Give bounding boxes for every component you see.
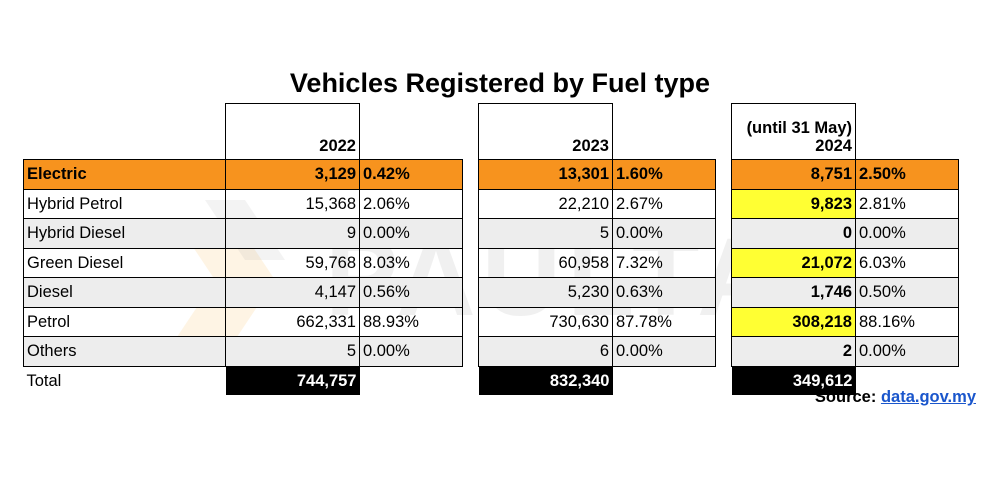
value-2024: 1,746 xyxy=(731,277,856,308)
total-label: Total xyxy=(26,371,62,390)
row-label: Green Diesel xyxy=(23,247,226,278)
value-2024: 0 xyxy=(731,218,856,249)
row-label: Others xyxy=(23,336,226,367)
percent-2024: 2.81% xyxy=(855,188,959,219)
source-link[interactable]: data.gov.my xyxy=(880,388,976,406)
value-2024: 21,072 xyxy=(731,247,856,278)
percent-2023: 1.60% xyxy=(612,159,716,190)
table-row: Others 5 0.00% 6 0.00% 2 0.00% xyxy=(23,336,959,367)
value-2022: 59,768 xyxy=(225,247,360,278)
value-2024: 9,823 xyxy=(731,188,856,219)
source-label: Source: xyxy=(814,388,877,406)
percent-2024: 2.50% xyxy=(855,159,959,190)
column-header-2024-year: 2024 xyxy=(815,137,852,155)
percent-2022: 0.42% xyxy=(359,159,463,190)
percent-2023: 2.67% xyxy=(612,188,716,219)
table-row: Hybrid Petrol 15,368 2.06% 22,210 2.67% 9,823… xyxy=(23,188,959,219)
row-label: Hybrid Diesel xyxy=(23,218,226,249)
percent-2024: 0.00% xyxy=(855,218,959,249)
column-header-2023: 2023 xyxy=(478,103,613,160)
total-2024: 349,612 xyxy=(731,366,856,395)
header-row: 2022 2023 (until 31 May) 2024 xyxy=(24,103,959,160)
table-row: Electric 3,129 0.42% 13,301 1.60% 8,751 2.50% xyxy=(23,159,959,190)
percent-2022: 0.00% xyxy=(359,336,463,367)
table-row: Hybrid Diesel 9 0.00% 5 0.00% 0 0.00% xyxy=(23,218,959,249)
percent-2022: 2.06% xyxy=(359,188,463,219)
percent-2024: 0.50% xyxy=(855,277,959,308)
column-header-2022: 2022 xyxy=(225,103,360,160)
row-label: Electric xyxy=(23,159,226,190)
percent-2022: 0.00% xyxy=(359,218,463,249)
percent-2023: 7.32% xyxy=(612,247,716,278)
value-2022: 3,129 xyxy=(225,159,360,190)
chart-title: Vehicles Registered by Fuel type xyxy=(289,68,711,98)
row-label: Diesel xyxy=(23,277,226,308)
percent-2023: 0.63% xyxy=(612,277,716,308)
value-2023: 6 xyxy=(478,336,613,367)
percent-2022: 88.93% xyxy=(359,306,463,337)
fuel-type-table: 2022 2023 (until 31 May) 2024 Electric 3,… xyxy=(23,103,959,395)
value-2022: 9 xyxy=(225,218,360,249)
column-header-2024-note: (until 31 May) xyxy=(746,119,852,137)
percent-2023: 0.00% xyxy=(612,218,716,249)
value-2022: 662,331 xyxy=(225,306,360,337)
value-2023: 730,630 xyxy=(478,306,613,337)
value-2023: 60,958 xyxy=(478,247,613,278)
table-row: Diesel 4,147 0.56% 5,230 0.63% 1,746 0.50% xyxy=(23,277,959,308)
value-2023: 13,301 xyxy=(478,159,613,190)
value-2024: 8,751 xyxy=(731,159,856,190)
value-2023: 22,210 xyxy=(478,188,613,219)
value-2024: 308,218 xyxy=(731,306,856,337)
column-header-2024: (until 31 May) 2024 xyxy=(731,103,856,160)
total-2022: 744,757 xyxy=(225,366,360,395)
row-label: Petrol xyxy=(23,306,226,337)
percent-2024: 0.00% xyxy=(855,336,959,367)
value-2024: 2 xyxy=(731,336,856,367)
percent-2024: 6.03% xyxy=(855,247,959,278)
percent-2023: 0.00% xyxy=(612,336,716,367)
total-row: Total 744,757 832,340 349,612 xyxy=(24,366,959,395)
table-row: Petrol 662,331 88.93% 730,630 87.78% 308,218 8… xyxy=(23,306,959,337)
percent-2022: 0.56% xyxy=(359,277,463,308)
source-note: Source: data.gov.my xyxy=(815,388,976,407)
percent-2024: 88.16% xyxy=(855,306,959,337)
percent-2022: 8.03% xyxy=(359,247,463,278)
percent-2023: 87.78% xyxy=(612,306,716,337)
value-2023: 5 xyxy=(478,218,613,249)
value-2022: 15,368 xyxy=(225,188,360,219)
table-row: Green Diesel 59,768 8.03% 60,958 7.32% 21,072… xyxy=(23,247,959,278)
value-2022: 5 xyxy=(225,336,360,367)
value-2023: 5,230 xyxy=(478,277,613,308)
row-label: Hybrid Petrol xyxy=(23,188,226,219)
total-2023: 832,340 xyxy=(478,366,613,395)
value-2022: 4,147 xyxy=(225,277,360,308)
